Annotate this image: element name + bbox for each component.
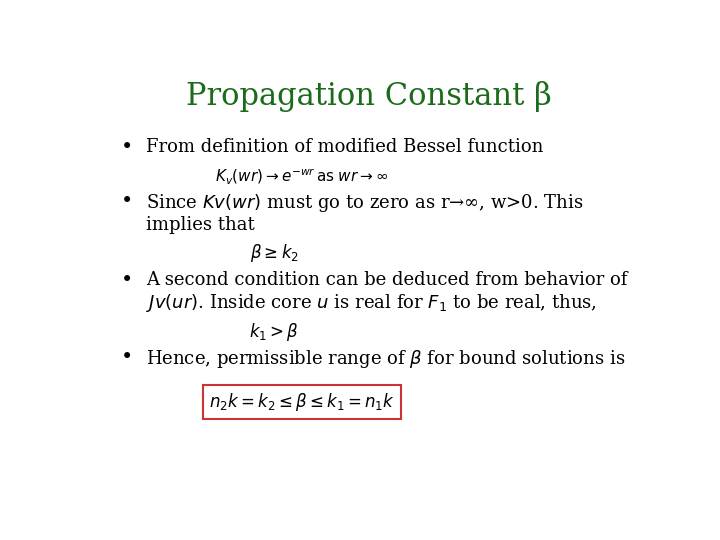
Text: Propagation Constant β: Propagation Constant β — [186, 82, 552, 112]
Text: $n_2 k = k_2 \leq \beta \leq k_1 = n_1 k$: $n_2 k = k_2 \leq \beta \leq k_1 = n_1 k… — [209, 391, 395, 413]
Text: A second condition can be deduced from behavior of
$\mathit{Jv(ur)}$. Inside cor: A second condition can be deduced from b… — [145, 271, 627, 314]
Text: •: • — [121, 271, 133, 289]
Text: •: • — [121, 138, 133, 157]
Text: •: • — [121, 192, 133, 211]
Text: $\beta \geq k_2$: $\beta \geq k_2$ — [250, 241, 299, 264]
Text: From definition of modified Bessel function: From definition of modified Bessel funct… — [145, 138, 543, 156]
Text: $K_v(wr) \rightarrow e^{-wr}\,\mathrm{as}\;wr \rightarrow \infty$: $K_v(wr) \rightarrow e^{-wr}\,\mathrm{as… — [215, 167, 389, 186]
Text: Hence, permissible range of $\beta$ for bound solutions is: Hence, permissible range of $\beta$ for … — [145, 348, 625, 369]
Text: $k_1 > \beta$: $k_1 > \beta$ — [249, 321, 299, 342]
Text: •: • — [121, 348, 133, 367]
Text: Since $\mathit{Kv(wr)}$ must go to zero as r→∞, w>0. This
implies that: Since $\mathit{Kv(wr)}$ must go to zero … — [145, 192, 583, 234]
